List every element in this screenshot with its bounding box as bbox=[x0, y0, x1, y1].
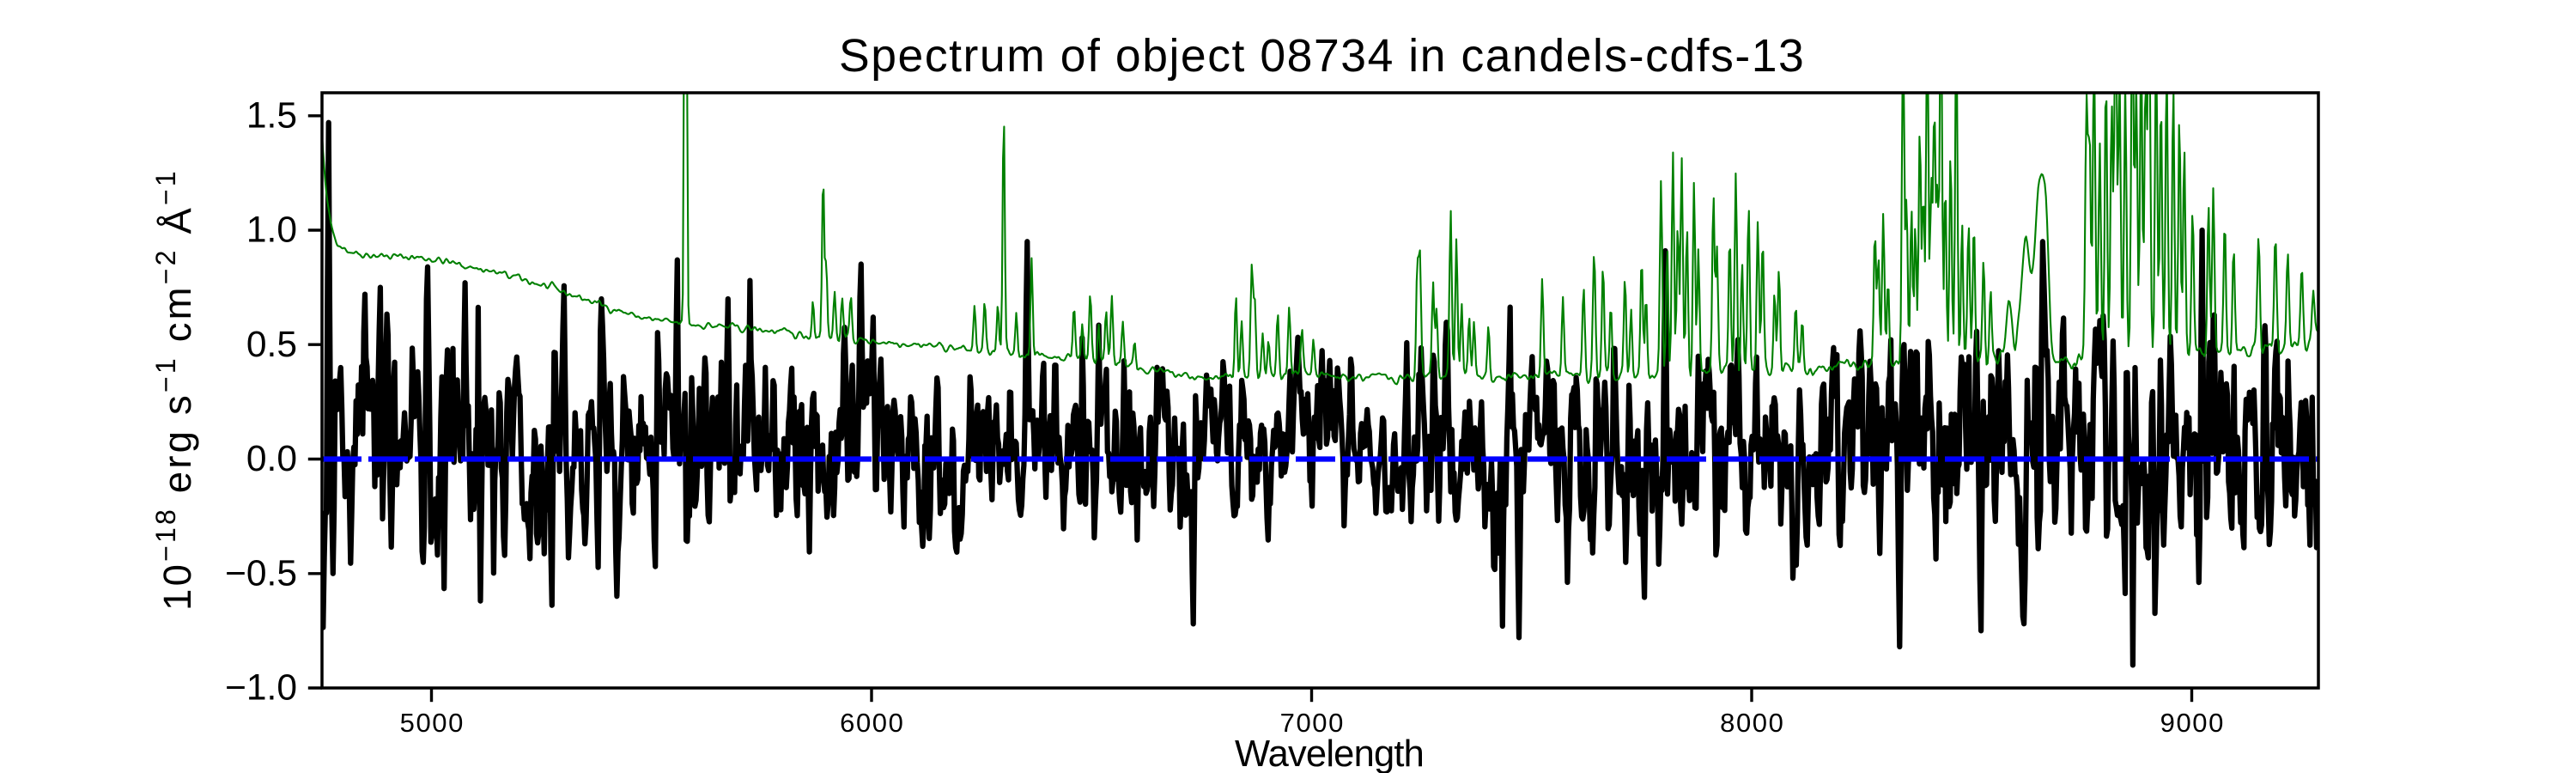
svg-text:6000: 6000 bbox=[840, 708, 904, 738]
svg-text:1.0: 1.0 bbox=[246, 210, 297, 251]
svg-text:8000: 8000 bbox=[1720, 708, 1784, 738]
svg-text:0.0: 0.0 bbox=[246, 439, 297, 479]
svg-text:0.5: 0.5 bbox=[246, 325, 297, 365]
svg-text:−1.0: −1.0 bbox=[225, 668, 297, 709]
svg-text:1.5: 1.5 bbox=[246, 95, 297, 136]
svg-text:9000: 9000 bbox=[2160, 708, 2225, 738]
svg-text:5000: 5000 bbox=[400, 708, 465, 738]
svg-text:Spectrum of object 08734 in ca: Spectrum of object 08734 in candels-cdfs… bbox=[839, 31, 1805, 82]
svg-text:7000: 7000 bbox=[1280, 708, 1345, 738]
svg-text:Wavelength: Wavelength bbox=[1235, 733, 1424, 773]
svg-text:−0.5: −0.5 bbox=[225, 554, 297, 594]
